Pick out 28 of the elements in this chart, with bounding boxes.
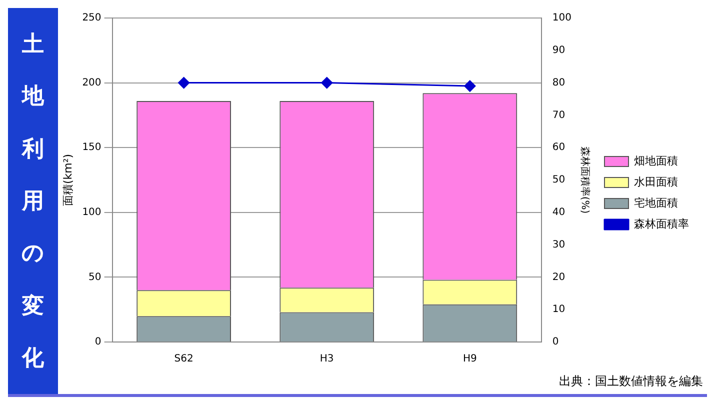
y2-tick-label: 0: [552, 336, 559, 348]
y2-tick-label: 30: [552, 239, 566, 250]
x-tick-label: S62: [174, 354, 194, 365]
x-tick-label: H9: [462, 354, 477, 365]
y2-tick-label: 60: [552, 142, 566, 154]
y-tick-label: 250: [82, 12, 102, 24]
legend-label: 水田面積: [634, 175, 678, 188]
y2-tick-label: 10: [552, 304, 566, 316]
y2-tick-label: 100: [552, 12, 572, 24]
source-note: 出典：国土数値情報を編集: [559, 373, 703, 390]
y-tick-label: 150: [82, 142, 102, 154]
legend-label: 畑地面積: [634, 154, 678, 168]
y2-axis-title: 森林面積率(%): [578, 146, 591, 214]
y2-tick-label: 80: [552, 77, 566, 88]
y2-tick-label: 20: [552, 272, 566, 283]
y2-tick-label: 50: [552, 174, 566, 186]
y-tick-label: 200: [82, 77, 102, 88]
y2-tick-label: 90: [552, 44, 566, 56]
x-tick-label: H3: [320, 354, 334, 365]
y2-tick-label: 40: [552, 206, 566, 218]
y-tick-label: 50: [88, 272, 102, 283]
y-axis-title: 面積(km²): [61, 154, 74, 206]
y-tick-label: 100: [82, 206, 102, 218]
legend-label: 宅地面積: [634, 196, 678, 210]
y-tick-label: 0: [94, 336, 102, 348]
legend-label: 森林面積率: [634, 217, 689, 230]
y2-tick-label: 70: [552, 110, 566, 121]
chart-title: 土地利用の変化: [22, 32, 44, 371]
